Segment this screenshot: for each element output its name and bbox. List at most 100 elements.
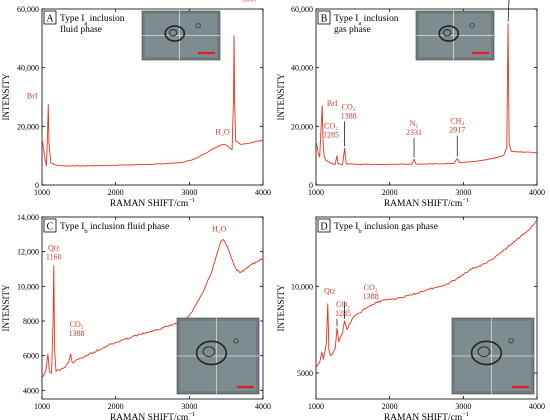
annotation-text: 2917 [449,126,465,135]
annotation-text: CH₄ [450,117,464,126]
panel-letter: A [46,14,54,25]
peak-annotation: Qtz [324,287,336,296]
panel-title-part: inclusion fluid phase [88,221,170,232]
panel-title-line2: fluid phase [60,24,102,35]
x-axis-label: RAMAN SHIFT/cm−1 [110,411,195,420]
x-tick-label: 2000 [108,188,124,197]
peak-annotation: H₂O [215,128,230,137]
panel-title-part: inclusion [87,14,124,24]
x-axis-label-sup: −1 [188,411,195,418]
x-axis-label: RAMAN SHIFT/cm−1 [384,411,469,420]
y-tick-label: 5000 [297,369,313,378]
y-tick-label: 40,000 [291,64,313,73]
y-tick-label: 4000 [23,386,39,395]
plot-frame [41,8,264,186]
y-axis-label: INTENSITY [1,284,11,331]
panel-title-part: Type I [60,14,84,24]
x-axis-label-sup: −1 [462,411,469,418]
annotation-text: CO₂ [364,283,378,292]
panel-letter-box: C [43,218,57,233]
annotation-text: Qtz [48,244,60,253]
panel-title-part: b [358,228,361,235]
x-tick-label: 4000 [529,402,545,411]
x-axis-label-text: RAMAN SHIFT/cm [384,199,463,209]
inclusion-outline [195,340,228,366]
annotation-text: H₂O [212,225,227,234]
y-tick-label: 20,000 [291,122,313,131]
small-inclusion [195,23,201,29]
panel-title: Type Ia inclusion [60,14,125,27]
chart-panel-b: 1000 2000 3000 4000 0 20,000 40,000 60,000 RAMAN… [276,0,545,209]
x-axis-label-text: RAMAN SHIFT/cm [110,199,189,209]
panel-title: Type Ia inclusion [334,14,399,27]
annotation-text: H₂O [215,128,230,137]
spectrum-line [41,34,264,167]
chart-panel-c: 1000 2000 3000 4000 4000 6000 8000 10,000 12,000… [1,213,271,420]
annotation-text: CO₂ [324,122,338,131]
y-tick-label: 8000 [23,317,39,326]
inclusion-outline [438,25,460,42]
annotation-text: 1285 [323,131,339,140]
peak-annotation: BrI [27,91,38,100]
annotation-text: BrI [27,91,38,100]
inclusion-micrograph [451,317,535,395]
x-tick-label: 4000 [255,402,271,411]
panel-title-part: inclusion gas phase [362,222,438,232]
x-axis-label: RAMAN SHIFT/cm−1 [110,197,195,209]
panel-title-part: Type I [334,14,358,24]
inclusion-outline [164,25,186,42]
chart-panel-a: 1000 2000 3000 4000 0 20,000 40,000 60,000 RAMAN… [1,0,271,209]
x-tick-label: 2000 [382,402,398,411]
annotation-text: Qtz [324,287,336,296]
y-tick-label: 0 [309,181,313,190]
panel-letter: C [47,222,54,233]
annotation-text: CO₂ [342,102,356,111]
plot-frame [315,8,538,186]
small-inclusion [508,338,514,344]
y-tick-label: 6000 [23,352,39,361]
x-tick-label: 3000 [455,188,471,197]
panel-title-line2: gas phase [334,25,371,35]
y-tick-label: 14,000 [17,213,39,222]
y-axis-label: INTENSITY [1,73,11,120]
panel-letter-frame [317,218,331,233]
panel-letter-frame [43,218,57,233]
x-tick-label: 4000 [255,188,271,197]
x-axis-label-sup: −1 [462,197,469,204]
panel-letter-box: A [43,10,57,25]
panel-letter-frame [317,10,331,25]
panel-title: Type Ib inclusion gas phase [334,222,438,235]
panel-title-part: inclusion [361,14,398,24]
plot-frame [315,216,538,400]
x-axis-label: RAMAN SHIFT/cm−1 [384,197,469,209]
x-tick-label: 1000 [308,402,324,411]
x-tick-label: 3000 [455,402,471,411]
y-tick-label: 40,000 [17,64,39,73]
plot-frame [41,216,264,400]
y-tick-label: 10,000 [291,282,313,291]
panel-letter-box: D [317,218,331,233]
peak-annotation: H₂O [212,225,227,234]
y-tick-label: 10,000 [17,282,39,291]
spectrum-line [41,239,264,379]
x-tick-label: 3000 [181,402,197,411]
spectrum-line [315,23,538,166]
vapor-bubble [477,346,491,358]
panel-title-part: Type I [334,222,358,232]
annotation-text: CO₂ [70,320,84,329]
inclusion-micrograph [141,10,221,61]
spectrum-line [315,220,538,368]
annotation-text: 1285 [335,309,351,318]
vapor-bubble [168,28,178,37]
y-axis-label: INTENSITY [276,73,286,120]
annotation-text: 3607 [242,0,258,3]
x-tick-label: 1000 [34,188,50,197]
